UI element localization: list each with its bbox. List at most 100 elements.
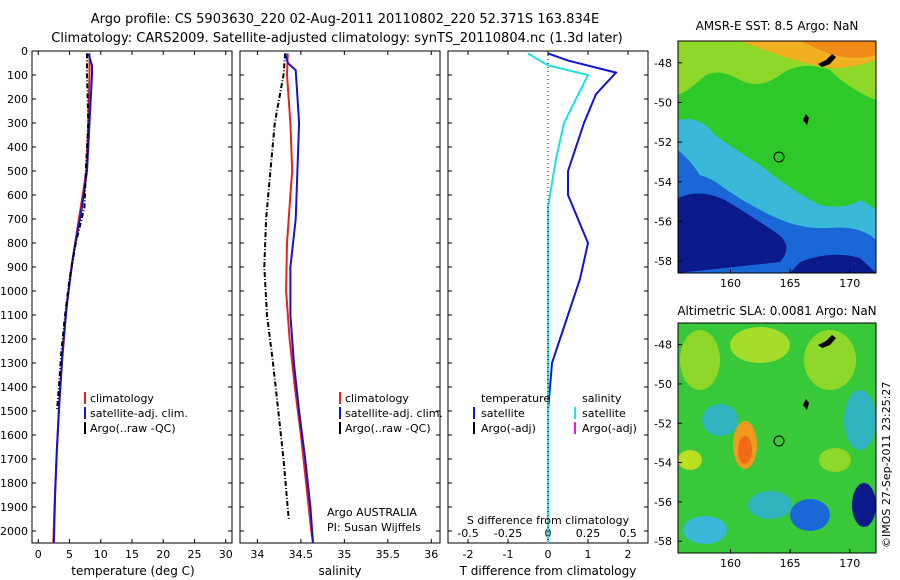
legend-label-climatology: climatology <box>90 392 154 405</box>
lat-tick-label: -48 <box>654 57 672 70</box>
legend-label-s-argo: Argo(-adj) <box>582 422 637 435</box>
coastline-mark <box>818 54 836 67</box>
x-tick-label: 2 <box>625 548 632 561</box>
lat-tick-label: -56 <box>654 496 672 509</box>
island-mark <box>803 399 809 410</box>
depth-tick-label: 1600 <box>0 429 28 442</box>
coastline-mark <box>818 335 836 348</box>
x-tick-label: 0 <box>545 548 552 561</box>
legend-label-satellite: satellite-adj. clim. <box>345 407 443 420</box>
depth-tick-label: 1800 <box>0 477 28 490</box>
depth-tick-label: 1100 <box>0 309 28 322</box>
lon-tick-label: 170 <box>839 277 860 290</box>
figure-title-line2: Climatology: CARS2009. Satellite-adjuste… <box>51 31 623 46</box>
x-tick-label: 35 <box>337 548 351 561</box>
lat-tick-label: -50 <box>654 96 672 109</box>
temperature-series <box>52 53 93 544</box>
depth-tick-label: 1000 <box>0 285 28 298</box>
x-tick-label: -1 <box>503 548 514 561</box>
lon-tick-label: 160 <box>720 557 741 570</box>
argo-position-marker <box>773 151 785 163</box>
lat-tick-label: -48 <box>654 339 672 352</box>
figure-title-line1: Argo profile: CS 5903630_220 02-Aug-2011… <box>91 12 599 27</box>
x-tick-label: 20 <box>156 548 170 561</box>
x-tick-label: 35.5 <box>376 548 401 561</box>
lon-tick-label: 165 <box>780 277 801 290</box>
t-difference-axis-label: T difference from climatology <box>459 564 637 578</box>
depth-tick-label: 0 <box>21 45 28 58</box>
legend-label-satellite: satellite-adj. clim. <box>90 407 188 420</box>
series-line <box>52 53 91 544</box>
sla-map-lon-ticks: 160 165 170 <box>720 549 860 570</box>
sst-map-lon-ticks: 160 165 170 <box>720 269 860 290</box>
x-top-tick-label: -0.5 <box>457 527 478 540</box>
series-line <box>547 52 618 543</box>
legend-label-t-satellite: satellite <box>481 407 525 420</box>
salinity-legend: climatology satellite-adj. clim. Argo(..… <box>339 392 443 435</box>
sst-map-lat-ticks: -48 -50 -52 -54 -56 -58 <box>654 57 682 268</box>
series-line <box>56 53 90 412</box>
salinity-axes <box>239 50 441 544</box>
depth-tick-label: 1400 <box>0 381 28 394</box>
lon-tick-label: 160 <box>720 277 741 290</box>
x-tick-label: 5 <box>66 548 73 561</box>
x-tick-label: 34.5 <box>289 548 314 561</box>
sst-map-image <box>678 41 876 273</box>
x-tick-label: 36 <box>424 548 438 561</box>
lat-tick-label: -52 <box>654 417 672 430</box>
series-line <box>263 53 290 520</box>
legend-label-argo: Argo(..raw -QC) <box>345 422 431 435</box>
legend-label-climatology: climatology <box>345 392 409 405</box>
depth-tick-label: 300 <box>7 117 28 130</box>
salinity-series <box>263 53 314 544</box>
s-difference-axis-label: S difference from climatology <box>467 514 630 527</box>
x-top-tick-label: 0.5 <box>619 527 637 540</box>
temperature-tick-labels: 0 5 10 15 20 25 30 <box>35 51 233 561</box>
sla-map-title: Altimetric SLA: 0.0081 Argo: NaN <box>677 304 876 318</box>
depth-tick-label: 500 <box>7 165 28 178</box>
imos-credit: ©IMOS 27-Sep-2011 23:25:27 <box>880 382 893 548</box>
x-tick-label: 10 <box>94 548 108 561</box>
depth-tick-label: 1900 <box>0 501 28 514</box>
lat-tick-label: -58 <box>654 535 672 548</box>
x-tick-label: 1 <box>585 548 592 561</box>
x-tick-label: 0 <box>35 548 42 561</box>
s-difference-tick-labels: -0.5 -0.25 0 0.25 0.5 <box>457 527 636 540</box>
depth-tick-label: 400 <box>7 141 28 154</box>
salinity-tick-labels: 34 34.5 35 35.5 36 <box>250 51 438 561</box>
depth-tick-label: 800 <box>7 237 28 250</box>
sst-map-frame <box>677 40 877 274</box>
depth-tick-label: 2000 <box>0 525 28 538</box>
legend-label-argo: Argo(..raw -QC) <box>90 422 176 435</box>
lat-tick-label: -58 <box>654 255 672 268</box>
depth-tick-label: 700 <box>7 213 28 226</box>
series-line <box>285 53 314 544</box>
depth-tick-label: 600 <box>7 189 28 202</box>
argo-pi-label: PI: Susan Wijffels <box>327 521 421 534</box>
series-line <box>527 52 590 543</box>
depth-tick-label: 200 <box>7 93 28 106</box>
depth-tick-label: 1300 <box>0 357 28 370</box>
x-top-tick-label: -0.25 <box>494 527 522 540</box>
legend-title-temperature: temperature <box>481 392 550 405</box>
lon-tick-label: 170 <box>839 557 860 570</box>
depth-tick-labels: 0 100 200 300 400 500 600 700 800 900 1000 1100 1200… <box>0 45 648 538</box>
temperature-axes <box>31 50 233 544</box>
legend-label-t-argo: Argo(-adj) <box>481 422 536 435</box>
lat-tick-label: -54 <box>654 176 672 189</box>
sla-map-lat-ticks: -48 -50 -52 -54 -56 -58 <box>654 339 682 548</box>
depth-tick-label: 1500 <box>0 405 28 418</box>
t-difference-tick-labels: -2 -1 0 1 2 <box>463 51 632 561</box>
lat-tick-label: -52 <box>654 136 672 149</box>
sla-map-image <box>678 323 876 553</box>
argo-position-marker <box>773 435 785 447</box>
series-line <box>52 53 93 544</box>
x-tick-label: 15 <box>125 548 139 561</box>
legend-title-salinity: salinity <box>582 392 622 405</box>
lon-tick-label: 165 <box>780 557 801 570</box>
depth-tick-label: 1200 <box>0 333 28 346</box>
depth-tick-label: 100 <box>7 69 28 82</box>
sst-map-title: AMSR-E SST: 8.5 Argo: NaN <box>696 19 859 33</box>
difference-series <box>527 52 618 543</box>
